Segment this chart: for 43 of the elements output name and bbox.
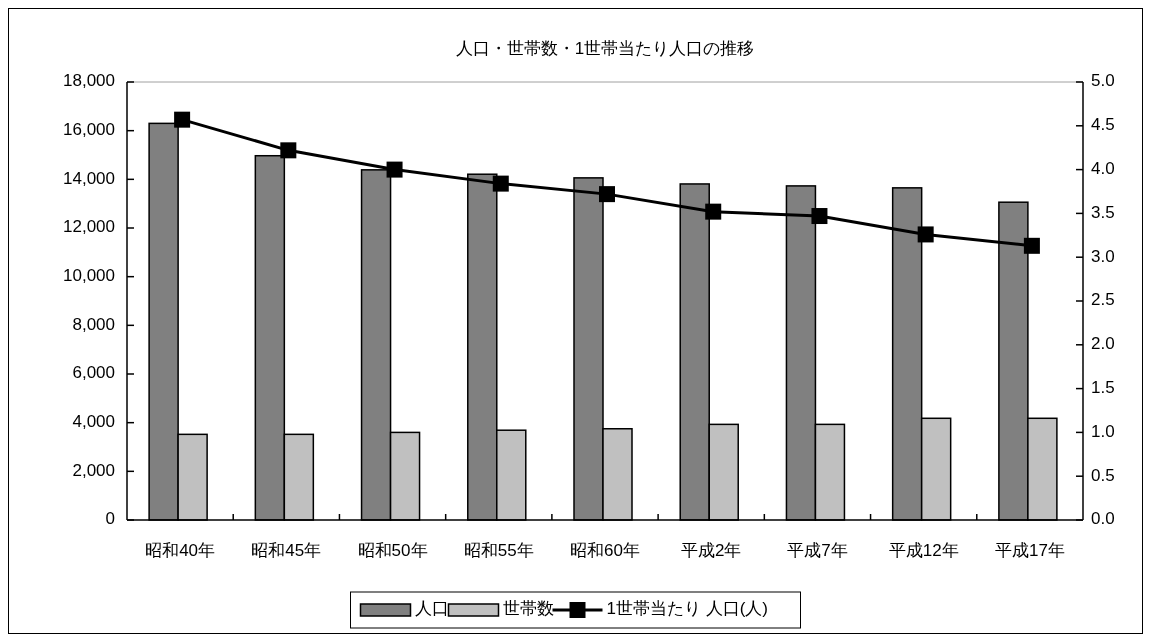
point <box>917 226 934 243</box>
x-tick-label: 昭和50年 <box>357 541 428 561</box>
x-tick-label: 昭和55年 <box>463 541 534 561</box>
y-tick-label: 12,000 <box>63 217 115 237</box>
y-tick-label: 8,000 <box>72 314 115 334</box>
y2-tick-label: 1.0 <box>1091 421 1115 441</box>
point <box>705 203 722 220</box>
y2-tick-label: 1.5 <box>1091 378 1115 398</box>
x-tick-label: 昭和40年 <box>145 541 216 561</box>
y2-tick-label: 2.0 <box>1091 334 1115 354</box>
point <box>811 208 828 225</box>
y-tick-label: 18,000 <box>63 71 115 91</box>
point <box>599 186 615 203</box>
x-tick-label: 平成17年 <box>994 541 1065 561</box>
point <box>492 175 509 192</box>
y-tick-label: 2,000 <box>72 460 115 480</box>
y-tick-label: 0 <box>105 509 115 529</box>
legend-label: 人口 <box>414 599 449 619</box>
y-tick-label: 10,000 <box>63 266 115 286</box>
y-tick-label: 4,000 <box>72 412 115 432</box>
chart-title: 人口・世帯数・1世帯当たり人口の推移 <box>455 39 755 59</box>
x-tick-label: 平成2年 <box>680 541 742 561</box>
y2-tick-label: 3.5 <box>1091 202 1115 222</box>
legend-label: 1世帯当たり 人口(人) <box>606 599 768 619</box>
x-tick-label: 昭和60年 <box>570 541 640 561</box>
y-tick-label: 6,000 <box>72 363 115 383</box>
point <box>1023 237 1040 254</box>
x-tick-label: 昭和45年 <box>251 541 322 561</box>
point <box>280 142 297 159</box>
y2-tick-label: 4.0 <box>1091 159 1115 179</box>
y2-tick-label: 0.5 <box>1091 465 1115 485</box>
y2-tick-label: 2.5 <box>1091 290 1115 310</box>
point <box>174 111 191 128</box>
y2-tick-label: 4.5 <box>1091 115 1115 135</box>
y2-tick-label: 5.0 <box>1091 71 1115 91</box>
legend-label: 世帯数 <box>502 599 554 619</box>
x-tick-label: 平成7年 <box>787 541 848 561</box>
y2-tick-label: 0.0 <box>1091 509 1115 529</box>
y2-tick-label: 3.0 <box>1091 246 1115 266</box>
point <box>386 161 403 178</box>
y-tick-label: 16,000 <box>63 120 115 140</box>
y-tick-label: 14,000 <box>63 168 115 188</box>
x-tick-label: 平成12年 <box>888 541 959 561</box>
